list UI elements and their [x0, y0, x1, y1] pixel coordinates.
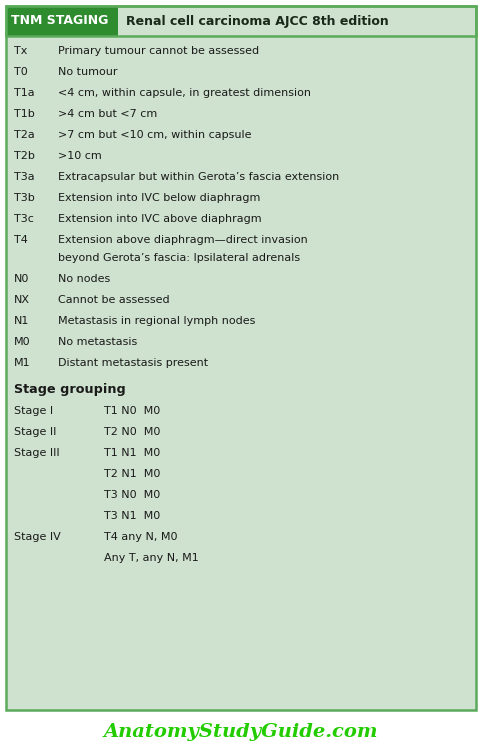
Text: Stage IV: Stage IV — [14, 532, 61, 542]
Text: T3 N1  M0: T3 N1 M0 — [104, 511, 160, 520]
Text: N1: N1 — [14, 316, 29, 326]
Text: No nodes: No nodes — [58, 274, 110, 284]
Text: beyond Gerota’s fascia: Ipsilateral adrenals: beyond Gerota’s fascia: Ipsilateral adre… — [58, 254, 300, 263]
Text: T0: T0 — [14, 67, 28, 77]
Text: Metastasis in regional lymph nodes: Metastasis in regional lymph nodes — [58, 316, 255, 326]
Text: Extension into IVC above diaphragm: Extension into IVC above diaphragm — [58, 214, 262, 224]
Text: T2a: T2a — [14, 130, 35, 140]
Text: >10 cm: >10 cm — [58, 151, 102, 161]
Text: T4: T4 — [14, 235, 28, 245]
Text: Extension above diaphragm—direct invasion: Extension above diaphragm—direct invasio… — [58, 235, 308, 245]
Text: T3c: T3c — [14, 214, 34, 224]
Text: T1 N0  M0: T1 N0 M0 — [104, 406, 160, 416]
Text: Extension into IVC below diaphragm: Extension into IVC below diaphragm — [58, 193, 260, 203]
Text: Primary tumour cannot be assessed: Primary tumour cannot be assessed — [58, 46, 259, 56]
Text: T3a: T3a — [14, 172, 35, 182]
Text: Tx: Tx — [14, 46, 27, 56]
Text: T1a: T1a — [14, 88, 35, 98]
Text: TNM STAGING: TNM STAGING — [11, 14, 108, 28]
Text: >7 cm but <10 cm, within capsule: >7 cm but <10 cm, within capsule — [58, 130, 252, 140]
Text: T3b: T3b — [14, 193, 35, 203]
Text: Renal cell carcinoma AJCC 8th edition: Renal cell carcinoma AJCC 8th edition — [126, 14, 389, 28]
FancyBboxPatch shape — [6, 6, 476, 710]
Text: AnatomyStudyGuide.com: AnatomyStudyGuide.com — [104, 723, 378, 741]
Text: Cannot be assessed: Cannot be assessed — [58, 296, 170, 305]
Text: Extracapsular but within Gerota’s fascia extension: Extracapsular but within Gerota’s fascia… — [58, 172, 339, 182]
FancyBboxPatch shape — [6, 6, 118, 36]
Text: No tumour: No tumour — [58, 67, 118, 77]
Text: Any T, any N, M1: Any T, any N, M1 — [104, 553, 199, 562]
Text: T2 N1  M0: T2 N1 M0 — [104, 469, 161, 478]
Text: M0: M0 — [14, 338, 31, 347]
Text: T2 N0  M0: T2 N0 M0 — [104, 427, 161, 436]
Text: >4 cm but <7 cm: >4 cm but <7 cm — [58, 109, 157, 119]
Text: T4 any N, M0: T4 any N, M0 — [104, 532, 177, 542]
Text: Distant metastasis present: Distant metastasis present — [58, 358, 208, 368]
Text: N0: N0 — [14, 274, 29, 284]
Text: Stage III: Stage III — [14, 448, 60, 458]
Text: T1 N1  M0: T1 N1 M0 — [104, 448, 160, 458]
Text: <4 cm, within capsule, in greatest dimension: <4 cm, within capsule, in greatest dimen… — [58, 88, 311, 98]
Text: Stage grouping: Stage grouping — [14, 383, 126, 397]
Text: T2b: T2b — [14, 151, 35, 161]
Text: Stage I: Stage I — [14, 406, 53, 416]
Text: NX: NX — [14, 296, 30, 305]
Text: M1: M1 — [14, 358, 31, 368]
Text: No metastasis: No metastasis — [58, 338, 137, 347]
Text: T3 N0  M0: T3 N0 M0 — [104, 490, 160, 500]
Text: Stage II: Stage II — [14, 427, 56, 436]
Text: T1b: T1b — [14, 109, 35, 119]
